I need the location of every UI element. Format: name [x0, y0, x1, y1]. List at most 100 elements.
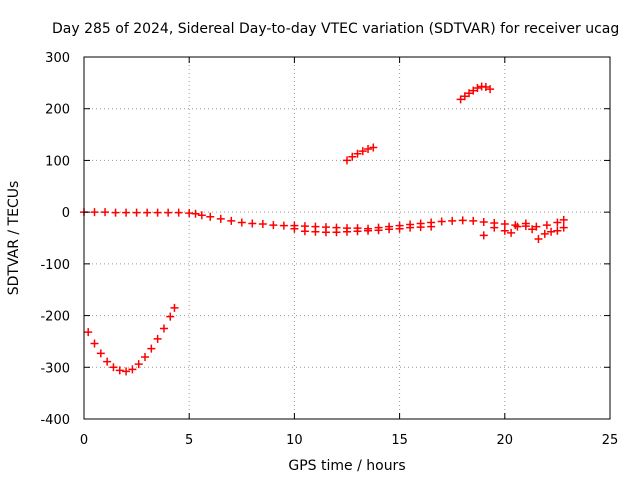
data-point — [311, 227, 320, 236]
data-point — [248, 219, 257, 228]
data-point — [164, 208, 173, 217]
data-point — [101, 208, 110, 217]
data-point — [369, 143, 378, 152]
data-point — [437, 217, 446, 226]
data-point — [122, 208, 131, 217]
data-point — [395, 224, 404, 233]
data-point — [490, 223, 499, 232]
data-point — [153, 208, 162, 217]
data-point — [456, 95, 465, 104]
data-point — [364, 145, 373, 154]
data-point — [96, 349, 105, 358]
data-point — [473, 84, 482, 93]
data-point — [559, 215, 568, 224]
y-tick-label: -400 — [40, 413, 70, 428]
data-point — [134, 360, 143, 369]
y-tick-label: 100 — [45, 154, 70, 169]
data-point — [448, 216, 457, 225]
data-point — [300, 227, 309, 236]
grid-lines — [84, 57, 610, 419]
data-point — [416, 223, 425, 232]
data-point — [553, 218, 562, 227]
axis-ticks — [83, 56, 611, 420]
data-point — [128, 365, 137, 374]
data-point — [500, 220, 509, 229]
data-point — [269, 221, 278, 230]
y-tick-label: 0 — [62, 206, 70, 221]
x-tick-label: 20 — [497, 433, 514, 448]
data-point — [500, 226, 509, 235]
data-point — [258, 220, 267, 229]
data-point — [540, 229, 549, 238]
data-point — [353, 227, 362, 236]
data-point — [237, 218, 246, 227]
data-point — [166, 312, 175, 321]
chart-title: Day 285 of 2024, Sidereal Day-to-day VTE… — [52, 21, 619, 37]
data-point — [542, 221, 551, 230]
data-point — [132, 208, 141, 217]
data-point — [353, 149, 362, 158]
data-point — [115, 366, 124, 375]
data-point — [559, 223, 568, 232]
data-point — [332, 228, 341, 237]
y-tick-label: -300 — [40, 361, 70, 376]
data-point — [374, 226, 383, 235]
data-point — [103, 357, 112, 366]
y-tick-label: -100 — [40, 258, 70, 273]
data-point — [290, 224, 299, 233]
y-tick-label: -200 — [40, 310, 70, 325]
data-point — [321, 228, 330, 237]
x-tick-label: 5 — [185, 433, 193, 448]
series-scatter-tail — [479, 219, 568, 244]
data-point — [109, 363, 118, 372]
data-point — [406, 223, 415, 232]
data-point — [547, 227, 556, 236]
data-point — [174, 208, 183, 217]
data-point — [534, 235, 543, 244]
x-tick-label: 25 — [602, 433, 619, 448]
data-point — [279, 221, 288, 230]
y-tick-label: 300 — [45, 51, 70, 66]
data-point — [486, 85, 495, 94]
data-point — [469, 86, 478, 95]
data-point — [206, 212, 215, 221]
y-axis-label: SDTVAR / TECUs — [6, 181, 22, 296]
x-tick-label: 10 — [286, 433, 303, 448]
data-point — [143, 208, 152, 217]
data-point — [479, 217, 488, 226]
data-point — [147, 344, 156, 353]
data-point — [528, 225, 537, 234]
data-point — [553, 226, 562, 235]
data-point — [141, 352, 150, 361]
data-point — [153, 334, 162, 343]
data-point — [513, 222, 522, 231]
data-point — [191, 209, 200, 218]
data-point — [458, 216, 467, 225]
data-point — [90, 339, 99, 348]
data-point — [427, 222, 436, 231]
series-negative-arc — [84, 303, 179, 376]
data-point — [122, 367, 131, 376]
data-point — [364, 226, 373, 235]
data-point — [343, 227, 351, 236]
data-point — [532, 222, 541, 231]
series-segment-200 — [456, 82, 495, 104]
data-point — [481, 82, 490, 91]
plot-frame — [83, 56, 611, 420]
data-point — [84, 328, 93, 337]
data-point — [469, 216, 478, 225]
data-point — [216, 214, 225, 223]
y-tick-label: 200 — [45, 103, 70, 118]
x-tick-label: 0 — [80, 433, 88, 448]
data-point — [343, 156, 351, 165]
series-lower-band — [290, 222, 436, 237]
y-tick-labels: -400 -300 -200 -100 0 100 200 300 — [40, 51, 70, 428]
data-point — [465, 89, 474, 98]
x-axis-label: GPS time / hours — [288, 458, 405, 474]
data-point — [159, 324, 168, 333]
data-point — [507, 228, 516, 237]
data-point — [385, 225, 394, 234]
data-point — [170, 303, 179, 312]
data-point — [197, 211, 206, 220]
